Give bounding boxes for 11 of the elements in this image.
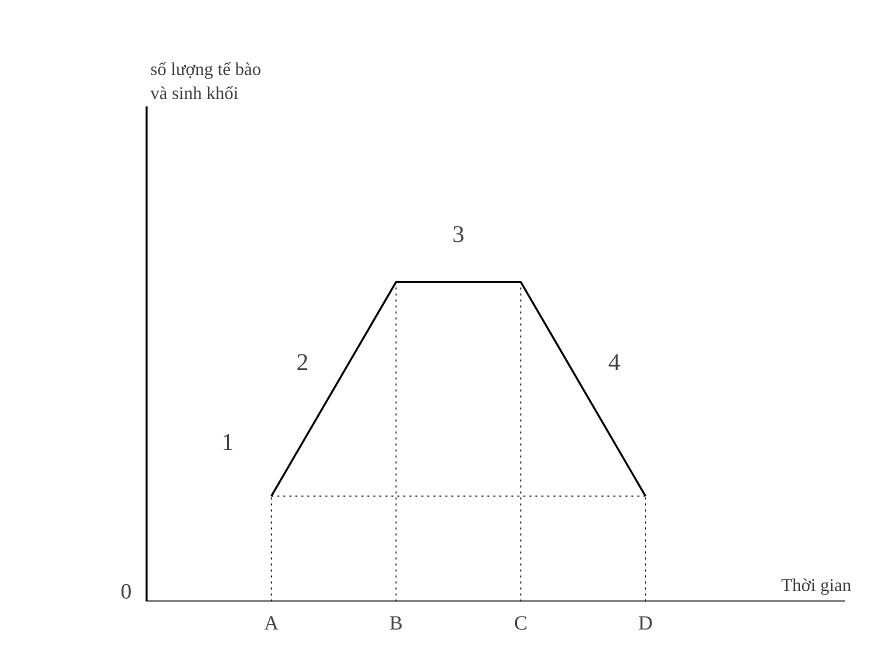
annotation: 2 xyxy=(296,350,309,376)
text: 0 xyxy=(120,578,132,604)
text: 3 xyxy=(452,222,464,248)
x-tick-label: C xyxy=(514,612,528,634)
text: Thời gian xyxy=(781,575,852,596)
text: số lượng tế bào và sinh khối xyxy=(150,59,262,104)
annotation: 4 xyxy=(608,350,620,376)
x-tick-label: A xyxy=(264,612,280,634)
x-tick-label: D xyxy=(638,612,653,634)
text: 1 xyxy=(222,430,234,456)
x-tick-label: B xyxy=(389,612,403,634)
